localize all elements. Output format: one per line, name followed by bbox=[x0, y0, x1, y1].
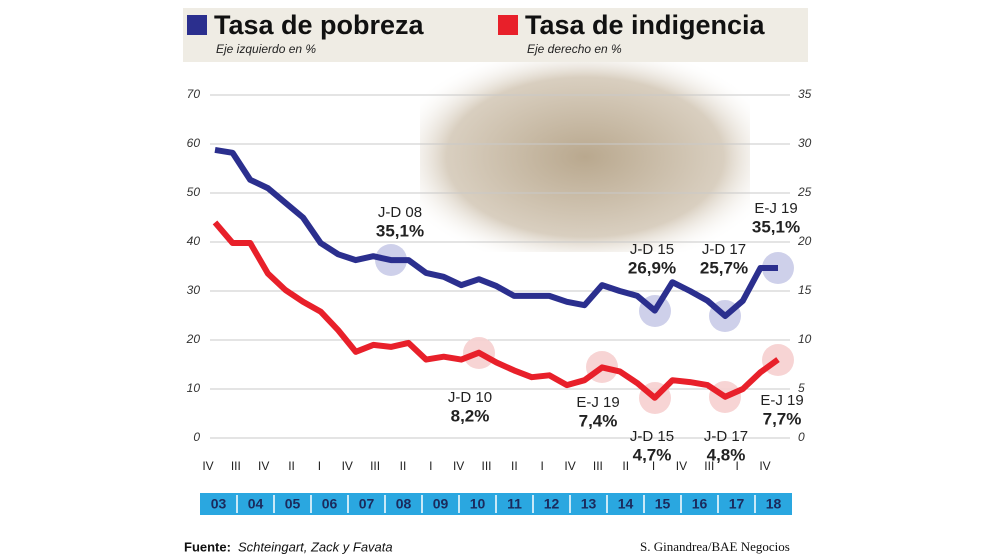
y-tick-label: 10 bbox=[187, 381, 201, 395]
year-label: 09 bbox=[433, 496, 449, 512]
annotation-period: J-D 17 bbox=[704, 428, 748, 445]
year-label: 12 bbox=[544, 496, 560, 512]
legend-label: Tasa de indigencia bbox=[525, 10, 766, 40]
y-tick-label: 40 bbox=[187, 234, 201, 248]
quarter-label: IV bbox=[676, 459, 687, 473]
y2-tick-label: 20 bbox=[797, 234, 812, 248]
y2-tick-label: 35 bbox=[798, 87, 812, 101]
annotation-value: 35,1% bbox=[752, 217, 800, 236]
quarter-label: III bbox=[593, 459, 603, 473]
quarter-label: I bbox=[735, 459, 738, 473]
legend-note: Eje derecho en % bbox=[527, 42, 622, 56]
series-line bbox=[214, 146, 778, 319]
y-tick-label: 70 bbox=[187, 87, 201, 101]
y2-tick-label: 10 bbox=[798, 332, 812, 346]
quarter-label: II bbox=[511, 459, 518, 473]
quarter-label: II bbox=[622, 459, 629, 473]
annotation-period: E-J 19 bbox=[576, 394, 619, 411]
y2-tick-label: 25 bbox=[797, 185, 812, 199]
annotation-period: J-D 17 bbox=[702, 241, 746, 258]
lines bbox=[212, 146, 780, 401]
quarter-label: I bbox=[541, 459, 544, 473]
annotations: J-D 08 35,1% J-D 15 26,9% J-D 17 25,7% E… bbox=[376, 200, 804, 465]
series-line bbox=[212, 220, 780, 401]
legend-note: Eje izquierdo en % bbox=[216, 42, 316, 56]
annotation-value: 25,7% bbox=[700, 258, 748, 277]
year-label: 18 bbox=[766, 496, 782, 512]
annotation-period: E-J 19 bbox=[754, 200, 797, 217]
y-tick-label: 0 bbox=[193, 430, 200, 444]
year-label: 03 bbox=[211, 496, 227, 512]
quarter-label: II bbox=[400, 459, 407, 473]
y-tick-label: 20 bbox=[186, 332, 201, 346]
annotation-period: J-D 15 bbox=[630, 428, 674, 445]
year-label: 06 bbox=[322, 496, 338, 512]
quarter-label: I bbox=[318, 459, 321, 473]
legend-box bbox=[183, 8, 808, 62]
year-label: 13 bbox=[581, 496, 597, 512]
quarter-label: I bbox=[652, 459, 655, 473]
year-label: 16 bbox=[692, 496, 708, 512]
annotation-value: 26,9% bbox=[628, 258, 676, 277]
quarter-label: III bbox=[231, 459, 241, 473]
annotation-period: E-J 19 bbox=[760, 392, 803, 409]
quarter-label: I bbox=[429, 459, 432, 473]
year-label: 15 bbox=[655, 496, 671, 512]
annotation-value: 4,7% bbox=[633, 445, 672, 464]
year-label: 05 bbox=[285, 496, 301, 512]
y2-tick-label: 15 bbox=[798, 283, 812, 297]
annotation-value: 7,7% bbox=[763, 409, 802, 428]
y-tick-label: 60 bbox=[187, 136, 201, 150]
y2-tick-label: 30 bbox=[798, 136, 812, 150]
annotation-value: 7,4% bbox=[579, 411, 618, 430]
quarter-label: III bbox=[704, 459, 714, 473]
source: Schteingart, Zack y Favata bbox=[238, 539, 393, 554]
quarter-label: IV bbox=[258, 459, 269, 473]
year-label: 04 bbox=[248, 496, 264, 512]
year-label: 08 bbox=[396, 496, 412, 512]
annotation-period: J-D 08 bbox=[378, 204, 422, 221]
annotation-value: 8,2% bbox=[451, 406, 490, 425]
quarter-label: IV bbox=[453, 459, 464, 473]
quarter-label: IV bbox=[564, 459, 575, 473]
credit: S. Ginandrea/BAE Negocios bbox=[640, 539, 790, 554]
quarter-label: III bbox=[370, 459, 380, 473]
year-label: 11 bbox=[507, 496, 522, 512]
source-label: Fuente: bbox=[184, 539, 231, 554]
annotation-period: J-D 15 bbox=[630, 241, 674, 258]
annotation-value: 35,1% bbox=[376, 221, 424, 240]
y-tick-label: 30 bbox=[187, 283, 201, 297]
y2-tick-label: 0 bbox=[798, 430, 805, 444]
annotation-value: 4,8% bbox=[707, 445, 746, 464]
quarter-label: IV bbox=[342, 459, 353, 473]
annotation-period: J-D 10 bbox=[448, 389, 492, 406]
quarter-label: II bbox=[288, 459, 295, 473]
y-tick-label: 50 bbox=[187, 185, 201, 199]
quarter-label: III bbox=[481, 459, 491, 473]
y2-tick-label: 5 bbox=[798, 381, 805, 395]
year-label: 10 bbox=[470, 496, 486, 512]
photo bbox=[420, 62, 750, 252]
quarter-label: IV bbox=[759, 459, 770, 473]
legend-swatch bbox=[187, 15, 207, 35]
year-label: 14 bbox=[618, 496, 634, 512]
legend-label: Tasa de pobreza bbox=[214, 10, 425, 40]
quarter-label: IV bbox=[202, 459, 213, 473]
x-axis: IV III IV II I IV III II I IV III II I IV III II I IV III I… bbox=[202, 459, 781, 513]
year-label: 17 bbox=[729, 496, 745, 512]
year-label: 07 bbox=[359, 496, 375, 512]
legend-swatch bbox=[498, 15, 518, 35]
